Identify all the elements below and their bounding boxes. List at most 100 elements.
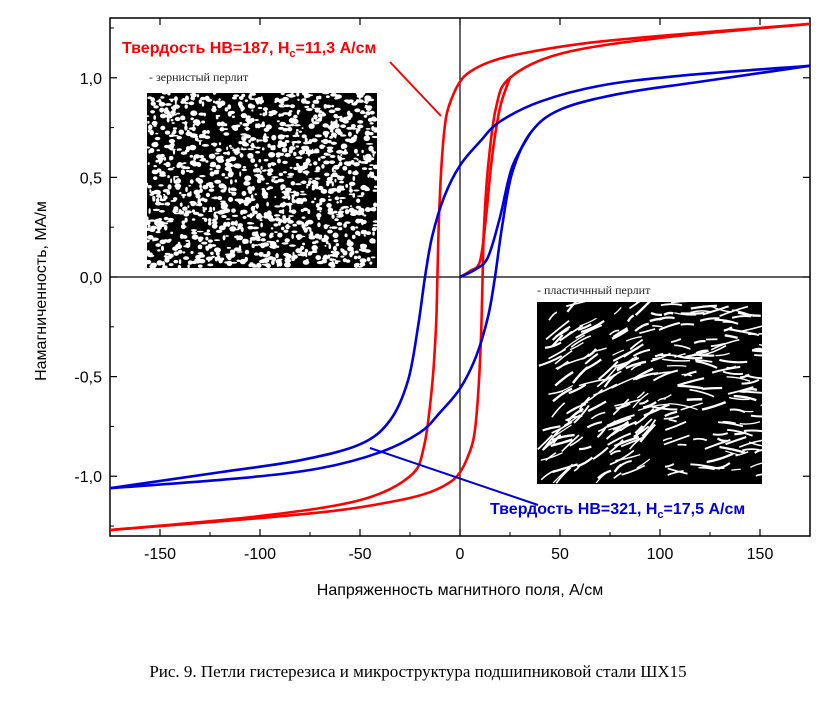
grain-mark xyxy=(233,163,240,169)
grain-mark xyxy=(188,184,191,187)
grain-mark xyxy=(189,154,194,158)
grain-mark xyxy=(309,163,312,166)
grain-mark xyxy=(295,131,299,137)
lamella-mark xyxy=(537,434,553,451)
grain-mark xyxy=(307,253,312,256)
grain-mark xyxy=(167,217,174,222)
grain-mark xyxy=(253,168,257,173)
grain-mark xyxy=(263,133,267,138)
grain-mark xyxy=(210,142,218,146)
grain-mark xyxy=(283,262,291,268)
grain-mark xyxy=(356,153,360,157)
grain-mark xyxy=(239,122,243,125)
grain-mark xyxy=(328,244,332,250)
grain-mark xyxy=(271,134,277,141)
grain-mark xyxy=(259,232,267,237)
grain-mark xyxy=(149,129,154,136)
grain-mark xyxy=(184,166,191,170)
grain-mark xyxy=(258,251,264,257)
grain-mark xyxy=(184,102,189,105)
grain-mark xyxy=(363,101,369,103)
grain-mark xyxy=(147,162,150,166)
grain-mark xyxy=(205,182,212,186)
lamella-mark xyxy=(551,433,575,442)
lamella-mark xyxy=(726,365,737,370)
lamella-mark xyxy=(540,452,563,461)
grain-mark xyxy=(296,109,300,115)
grain-mark xyxy=(295,140,302,144)
lamella-mark xyxy=(586,421,603,429)
grain-mark xyxy=(224,166,232,172)
grain-mark xyxy=(184,120,188,127)
grain-mark xyxy=(324,245,327,247)
grain-mark xyxy=(353,255,358,260)
grain-mark xyxy=(277,158,281,164)
grain-mark xyxy=(198,134,203,139)
grain-mark xyxy=(152,196,156,202)
grain-mark xyxy=(164,255,170,260)
lamella-mark xyxy=(621,464,646,476)
grain-mark xyxy=(166,112,172,115)
lamella-mark xyxy=(706,452,734,464)
grain-mark xyxy=(255,233,259,239)
grain-mark xyxy=(300,208,305,213)
grain-mark xyxy=(255,146,261,149)
lamella-mark xyxy=(545,319,570,340)
lamella-mark xyxy=(613,306,622,315)
grain-mark xyxy=(282,202,288,206)
lamella-mark xyxy=(632,348,651,357)
grain-mark xyxy=(340,248,345,253)
grain-mark xyxy=(296,220,303,225)
grain-mark xyxy=(373,202,377,208)
grain-mark xyxy=(340,143,346,150)
red-series-pointer xyxy=(389,61,442,117)
x-axis-label: Напряженность магнитного поля, А/см xyxy=(316,582,604,599)
grain-mark xyxy=(286,176,293,178)
grain-mark xyxy=(330,250,335,254)
grain-mark xyxy=(241,191,247,196)
grain-mark xyxy=(148,219,156,222)
grain-mark xyxy=(288,215,294,217)
lamella-mark xyxy=(698,466,715,471)
grain-mark xyxy=(318,110,323,114)
grain-mark xyxy=(249,239,252,244)
grain-mark xyxy=(186,169,190,173)
grain-mark xyxy=(358,94,361,100)
grain-mark xyxy=(321,237,327,243)
lamella-mark xyxy=(650,312,663,317)
grain-mark xyxy=(373,185,377,189)
grain-mark xyxy=(201,120,206,124)
grain-mark xyxy=(250,158,256,163)
grain-mark xyxy=(230,221,236,226)
grain-mark xyxy=(343,148,347,153)
grain-mark xyxy=(302,164,308,170)
grain-mark xyxy=(228,110,235,115)
grain-mark xyxy=(340,206,344,210)
grain-mark xyxy=(285,223,290,230)
grain-mark xyxy=(315,182,319,189)
grain-mark xyxy=(328,195,331,198)
grain-mark xyxy=(260,238,266,242)
grain-mark xyxy=(312,99,320,104)
grain-mark xyxy=(370,238,374,244)
grain-mark xyxy=(321,188,328,194)
grain-mark xyxy=(242,216,247,220)
grain-mark xyxy=(148,149,151,154)
grain-mark xyxy=(291,259,295,262)
grain-mark xyxy=(228,196,234,203)
grain-mark xyxy=(320,155,326,159)
grain-mark xyxy=(351,127,358,130)
lamella-mark xyxy=(639,423,656,443)
grain-mark xyxy=(218,98,221,101)
grain-mark xyxy=(209,206,213,212)
grain-mark xyxy=(159,210,165,213)
grain-mark xyxy=(258,139,263,142)
lamella-mark xyxy=(614,398,641,407)
grain-mark xyxy=(237,198,245,204)
grain-mark xyxy=(301,127,304,130)
grain-mark xyxy=(338,227,343,231)
lamella-mark xyxy=(618,460,632,468)
grain-mark xyxy=(251,185,255,191)
figure-caption: Рис. 9. Петли гистерезиса и микрострукту… xyxy=(149,662,687,681)
grain-mark xyxy=(161,93,168,95)
